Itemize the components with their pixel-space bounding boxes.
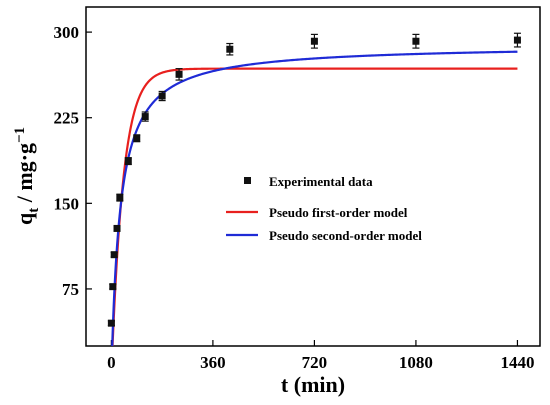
data-point xyxy=(158,90,166,102)
legend: Experimental data Pseudo first-order mode… xyxy=(226,174,422,243)
data-point xyxy=(109,283,117,291)
y-tick-label: 300 xyxy=(54,23,80,42)
y-axis-title-main: q xyxy=(12,212,37,225)
data-point xyxy=(113,224,121,232)
data-point xyxy=(513,32,521,48)
pseudo-first-order-line xyxy=(111,67,518,346)
x-axis-title: t (min) xyxy=(281,372,345,397)
y-axis-title-sup: −1 xyxy=(12,127,28,143)
data-point xyxy=(226,42,234,56)
x-tick-label: 720 xyxy=(302,353,328,372)
y-axis-title-sub: t xyxy=(26,208,42,213)
legend-label-experimental: Experimental data xyxy=(269,174,373,189)
x-tick-label: 1080 xyxy=(399,353,433,372)
data-point xyxy=(116,193,124,202)
y-tick-label: 75 xyxy=(62,280,79,299)
data-point xyxy=(124,157,132,166)
legend-label-first-order: Pseudo first-order model xyxy=(269,205,408,220)
data-point xyxy=(107,319,115,327)
x-tick-label: 360 xyxy=(200,353,226,372)
x-tick-label: 0 xyxy=(107,353,116,372)
y-axis-title: qt / mg·g−1 xyxy=(12,127,42,225)
data-point xyxy=(110,251,118,259)
x-tick-label: 1440 xyxy=(500,353,534,372)
data-point xyxy=(133,134,141,143)
y-tick-label: 225 xyxy=(54,109,80,128)
data-point xyxy=(175,68,183,81)
y-axis-title-unit: / mg·g xyxy=(12,143,37,208)
legend-label-second-order: Pseudo second-order model xyxy=(269,228,422,243)
legend-marker-experimental xyxy=(244,177,251,184)
data-point xyxy=(310,33,318,49)
y-tick-label: 150 xyxy=(54,194,80,213)
data-point xyxy=(141,111,149,122)
data-point xyxy=(412,33,420,49)
plot-frame xyxy=(85,6,541,347)
